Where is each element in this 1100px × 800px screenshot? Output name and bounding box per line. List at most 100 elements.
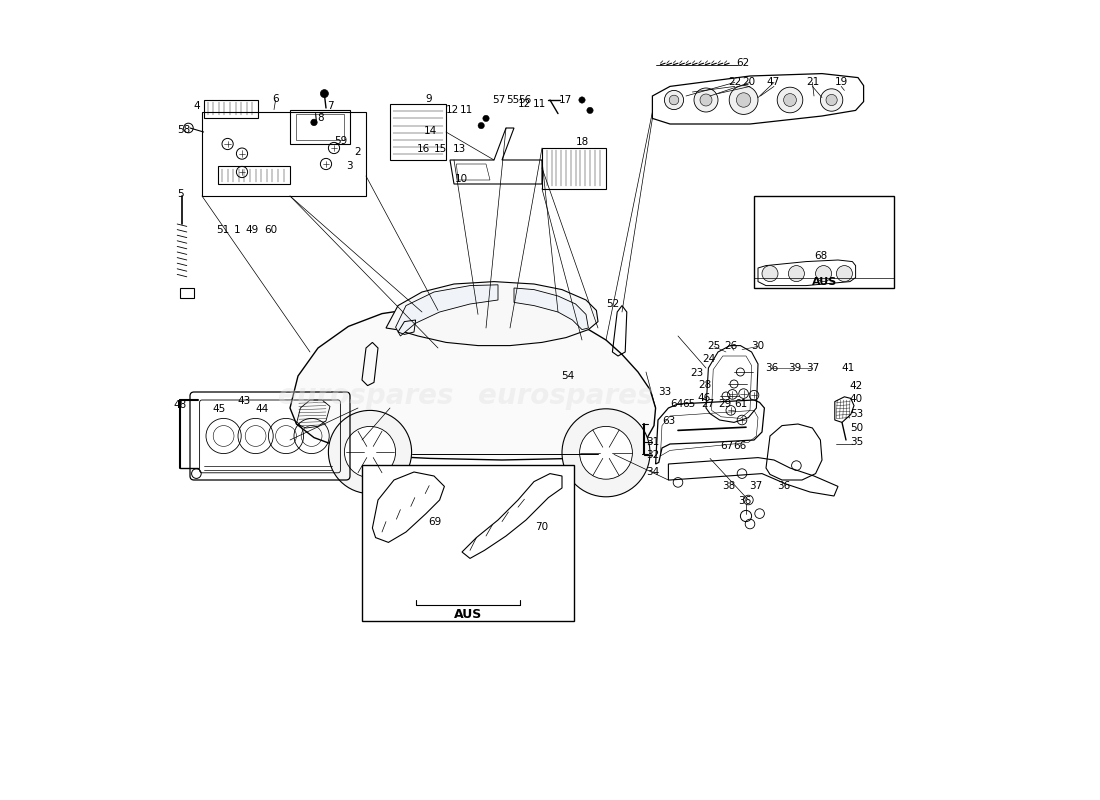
Text: 51: 51 (217, 225, 230, 234)
Text: 21: 21 (806, 78, 820, 87)
Text: 40: 40 (850, 394, 864, 404)
Text: 3: 3 (345, 161, 352, 170)
Text: eurospares: eurospares (278, 382, 453, 410)
Text: 11: 11 (460, 106, 473, 115)
Text: 55: 55 (506, 95, 519, 105)
Text: 44: 44 (255, 404, 268, 414)
Text: 66: 66 (733, 441, 746, 450)
Text: 12: 12 (446, 106, 459, 115)
Circle shape (778, 87, 803, 113)
Text: 16: 16 (417, 144, 430, 154)
Text: 18: 18 (575, 137, 589, 146)
Circle shape (826, 94, 837, 106)
Text: 67: 67 (720, 441, 734, 450)
Circle shape (320, 90, 329, 98)
Text: 29: 29 (718, 399, 732, 409)
Text: 15: 15 (433, 144, 447, 154)
Text: 5: 5 (177, 189, 184, 198)
Bar (362, 465, 574, 621)
Text: 6: 6 (273, 94, 279, 104)
Text: 19: 19 (835, 78, 848, 87)
Text: 9: 9 (425, 94, 431, 104)
Circle shape (586, 107, 593, 114)
Text: 10: 10 (454, 174, 467, 184)
Circle shape (562, 409, 650, 497)
Text: 14: 14 (424, 126, 437, 136)
Circle shape (483, 115, 490, 122)
Text: 43: 43 (238, 396, 251, 406)
Text: 26: 26 (724, 342, 737, 351)
Circle shape (669, 95, 679, 105)
Circle shape (729, 86, 758, 114)
Circle shape (789, 266, 804, 282)
Text: 64: 64 (671, 399, 684, 409)
Text: 28: 28 (697, 380, 711, 390)
Text: 56: 56 (518, 95, 531, 105)
Text: 35: 35 (850, 437, 864, 446)
Text: 4: 4 (194, 101, 200, 110)
Text: 69: 69 (428, 518, 441, 527)
Text: 65: 65 (682, 399, 695, 409)
Text: 32: 32 (646, 450, 659, 460)
Circle shape (580, 426, 632, 479)
Text: 58: 58 (177, 125, 190, 134)
Text: 24: 24 (702, 354, 715, 364)
Text: 27: 27 (701, 399, 714, 409)
Text: 36: 36 (764, 363, 778, 373)
Text: 49: 49 (245, 225, 258, 234)
Text: 30: 30 (751, 342, 764, 351)
Text: 57: 57 (492, 95, 505, 105)
Circle shape (700, 94, 712, 106)
Text: 2: 2 (354, 147, 361, 157)
Text: 34: 34 (646, 467, 659, 477)
Text: 8: 8 (317, 113, 323, 122)
Text: 1: 1 (234, 225, 241, 234)
Circle shape (311, 119, 317, 126)
Text: 36: 36 (777, 482, 790, 491)
Text: 11: 11 (534, 99, 547, 109)
Text: AUS: AUS (812, 278, 837, 287)
Text: 17: 17 (559, 95, 572, 105)
Text: 61: 61 (735, 399, 748, 409)
Text: 70: 70 (535, 522, 548, 532)
Circle shape (694, 88, 718, 112)
Text: 25: 25 (707, 342, 721, 351)
Circle shape (736, 93, 751, 107)
Circle shape (821, 89, 843, 111)
Text: 59: 59 (333, 136, 346, 146)
Text: 37: 37 (806, 363, 820, 373)
Text: 13: 13 (453, 144, 466, 154)
Text: 62: 62 (736, 58, 749, 68)
Text: AUS: AUS (454, 608, 483, 621)
Text: 23: 23 (690, 368, 703, 378)
Text: 50: 50 (850, 423, 864, 433)
Polygon shape (396, 285, 498, 336)
Text: 7: 7 (327, 101, 333, 110)
Circle shape (664, 90, 683, 110)
Text: 60: 60 (264, 225, 277, 234)
Text: 36: 36 (738, 496, 751, 506)
Text: 33: 33 (658, 387, 671, 397)
Polygon shape (514, 288, 588, 330)
Text: eurospares: eurospares (478, 382, 653, 410)
Circle shape (478, 122, 484, 129)
Text: 42: 42 (850, 381, 864, 390)
Text: 68: 68 (815, 251, 828, 261)
Text: 22: 22 (728, 78, 741, 87)
Text: 45: 45 (212, 404, 226, 414)
Text: 63: 63 (662, 416, 675, 426)
Text: 39: 39 (789, 363, 802, 373)
Circle shape (836, 266, 852, 282)
Circle shape (579, 97, 585, 103)
Text: 20: 20 (742, 78, 756, 87)
Text: 54: 54 (561, 371, 574, 381)
Text: 53: 53 (850, 409, 864, 418)
Text: 48: 48 (174, 400, 187, 410)
Text: 12: 12 (518, 99, 531, 109)
Circle shape (329, 410, 411, 494)
Circle shape (815, 266, 832, 282)
Circle shape (344, 426, 396, 478)
Bar (754, 196, 894, 288)
Text: 47: 47 (767, 78, 780, 87)
Text: 41: 41 (842, 363, 855, 373)
